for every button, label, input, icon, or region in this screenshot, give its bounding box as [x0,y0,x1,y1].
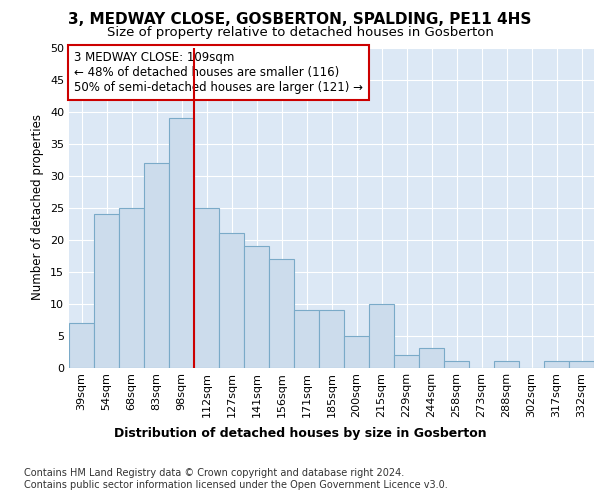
Text: Contains HM Land Registry data © Crown copyright and database right 2024.: Contains HM Land Registry data © Crown c… [24,468,404,477]
Text: Distribution of detached houses by size in Gosberton: Distribution of detached houses by size … [113,428,487,440]
Bar [219,233,244,368]
Bar [194,208,219,368]
Bar [419,348,444,368]
Text: Size of property relative to detached houses in Gosberton: Size of property relative to detached ho… [107,26,493,39]
Y-axis label: Number of detached properties: Number of detached properties [31,114,44,300]
Bar [319,310,344,368]
Bar [169,118,194,368]
Bar [69,322,94,368]
Bar [344,336,369,368]
Text: 3 MEDWAY CLOSE: 109sqm
← 48% of detached houses are smaller (116)
50% of semi-de: 3 MEDWAY CLOSE: 109sqm ← 48% of detached… [74,50,363,94]
Bar [94,214,119,368]
Bar [269,258,294,368]
Bar [369,304,394,368]
Bar [569,361,594,368]
Bar [494,361,519,368]
Bar [544,361,569,368]
Text: 3, MEDWAY CLOSE, GOSBERTON, SPALDING, PE11 4HS: 3, MEDWAY CLOSE, GOSBERTON, SPALDING, PE… [68,12,532,28]
Bar [244,246,269,368]
Bar [144,162,169,368]
Bar [119,208,144,368]
Bar [394,354,419,368]
Bar [294,310,319,368]
Text: Contains public sector information licensed under the Open Government Licence v3: Contains public sector information licen… [24,480,448,490]
Bar [444,361,469,368]
